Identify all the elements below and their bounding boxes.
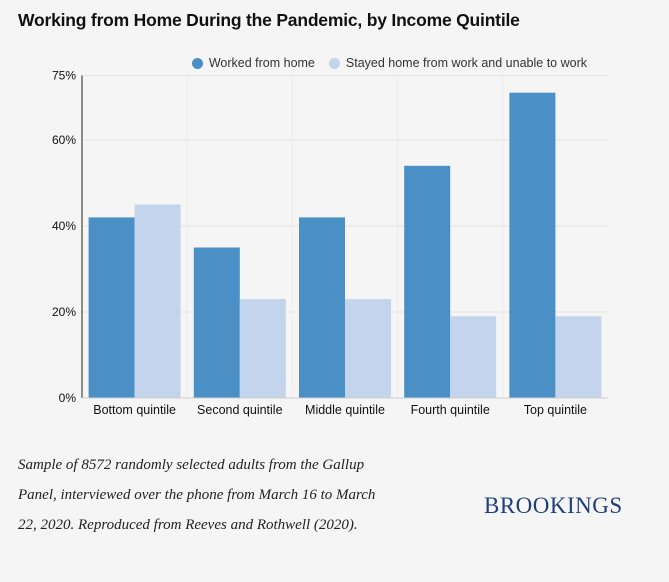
legend-item-stayed-home: Stayed home from work and unable to work bbox=[328, 56, 587, 70]
bar bbox=[88, 217, 135, 398]
legend-label-worked-from-home: Worked from home bbox=[208, 56, 315, 70]
bar bbox=[299, 217, 345, 398]
bar bbox=[404, 165, 451, 398]
legend: Worked from home Stayed home from work a… bbox=[191, 56, 587, 70]
y-tick-label: 20% bbox=[52, 305, 76, 319]
source-footnote: Sample of 8572 randomly selected adults … bbox=[18, 457, 376, 533]
bar-chart: 0% 20% 40% 60% 75% Bottom quintile Second quin… bbox=[52, 69, 608, 417]
chart-title: Working from Home During the Pandemic, b… bbox=[18, 10, 520, 30]
y-tick-label: 60% bbox=[52, 133, 76, 147]
x-tick-label: Middle quintile bbox=[305, 403, 385, 417]
x-tick-label: Fourth quintile bbox=[411, 403, 490, 417]
bar bbox=[193, 247, 240, 398]
legend-label-stayed-home: Stayed home from work and unable to work bbox=[345, 56, 587, 70]
x-tick-label: Bottom quintile bbox=[93, 403, 176, 417]
bar bbox=[450, 316, 497, 398]
legend-swatch-worked-from-home bbox=[191, 57, 203, 69]
legend-swatch-stayed-home bbox=[328, 57, 340, 69]
bar bbox=[509, 92, 556, 398]
bar bbox=[134, 204, 181, 398]
brookings-logo: BROOKINGS bbox=[484, 493, 623, 518]
bar bbox=[239, 299, 286, 398]
legend-item-worked-from-home: Worked from home bbox=[191, 56, 315, 70]
y-tick-label: 75% bbox=[52, 69, 76, 83]
x-tick-label: Second quintile bbox=[197, 403, 283, 417]
y-tick-label: 40% bbox=[52, 219, 76, 233]
y-tick-label: 0% bbox=[59, 391, 77, 405]
bar bbox=[555, 316, 602, 398]
bar bbox=[345, 299, 391, 398]
x-tick-label: Top quintile bbox=[524, 403, 587, 417]
